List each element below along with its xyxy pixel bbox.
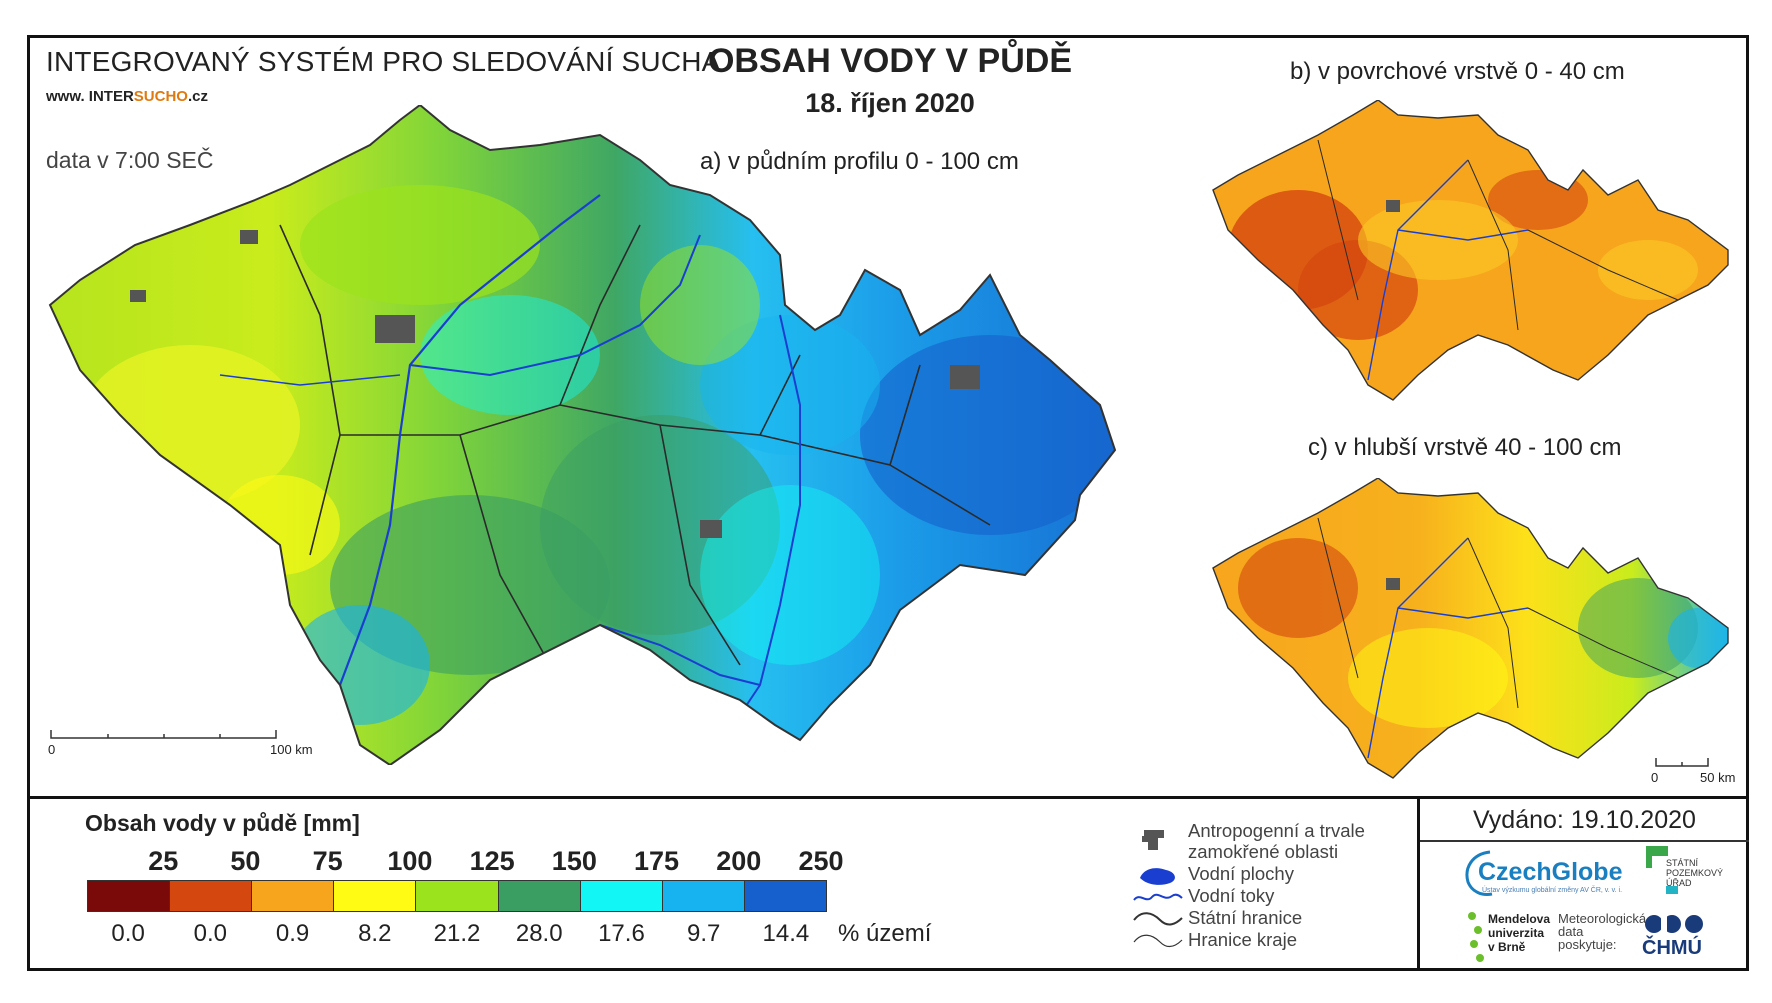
region-border-icon: [1133, 934, 1183, 948]
main-date: 18. říjen 2020: [805, 88, 975, 118]
symbol-rivers-label: Vodní toky: [1188, 885, 1275, 906]
legend-percent-value: 0.0: [111, 920, 145, 947]
system-title: INTEGROVANÝ SYSTÉM PRO SLEDOVÁNÍ SUCHA: [46, 46, 721, 77]
mendel-logo-icon: [1468, 912, 1484, 962]
symbol-state-border-label: Státní hranice: [1188, 907, 1303, 928]
legend-percent-value: 9.7: [686, 920, 721, 947]
logo-czechglobe-subtitle: Ústav výzkumu globální změny AV ČR, v. v…: [1482, 887, 1623, 894]
legend-percent-value: 17.6: [598, 920, 645, 947]
map-c-label: c) v hlubší vrstvě 40 - 100 cm: [1308, 434, 1622, 461]
data-time: data v 7:00 SEČ: [46, 147, 214, 173]
spu-logo-icon: [1646, 846, 1678, 894]
divider-vertical: [1417, 796, 1420, 971]
logo-mendel: Mendelova univerzita v Brně: [1488, 912, 1551, 954]
logo-meteo-note: Meteorologická data poskytuje:: [1558, 911, 1647, 952]
legend-swatch: [498, 881, 581, 911]
legend-swatch: [416, 881, 499, 911]
legend-threshold-label: 125: [469, 846, 515, 876]
chmu-logo-icon: [1645, 912, 1703, 936]
state-border-icon: [1133, 912, 1183, 926]
legend-percent-value: 0.9: [275, 920, 310, 947]
symbol-water-bodies-label: Vodní plochy: [1188, 863, 1294, 884]
symbol-anthropogenic-label-2: zamokřené oblasti: [1188, 841, 1339, 862]
map-a-scale-start: 0: [48, 742, 56, 757]
legend-percent-value: 0.0: [193, 920, 228, 947]
logo-czechglobe: CzechGlobe: [1478, 858, 1623, 886]
map-a-label: a) v půdním profilu 0 - 100 cm: [700, 148, 1019, 175]
map-a-total-profile: [48, 105, 1117, 765]
legend-color-scale: [87, 880, 827, 912]
legend-threshold-label: 200: [716, 846, 762, 876]
map-a-scale-end: 100 km: [270, 742, 313, 757]
legend-title: Obsah vody v půdě [mm]: [85, 810, 360, 836]
river-icon: [1133, 893, 1183, 901]
logo-chmu: ČHMÚ: [1642, 937, 1702, 959]
logo-spu: STÁTNÍ POZEMKOVÝ ÚŘAD: [1666, 858, 1724, 888]
czechglobe-logo-icon: [1465, 850, 1493, 896]
legend-percent-value: 28.0: [515, 920, 563, 947]
map-c-scale-end: 50 km: [1700, 770, 1736, 785]
map-a-scale-bar: [50, 730, 277, 739]
legend-threshold-label: 100: [387, 846, 433, 876]
map-c-scale-start: 0: [1651, 770, 1659, 785]
legend-swatch: [334, 881, 417, 911]
legend-threshold-label: 25: [148, 846, 179, 876]
legend-swatch: [252, 881, 335, 911]
legend-swatch: [580, 881, 663, 911]
legend-swatch: [662, 881, 745, 911]
legend-threshold-label: 75: [312, 846, 343, 876]
anthropogenic-area-icon: [1142, 830, 1164, 850]
legend-percent-value: 14.4: [762, 920, 810, 947]
legend-threshold-label: 50: [230, 846, 261, 876]
water-body-icon: [1140, 868, 1175, 885]
legend-threshold-label: 150: [551, 846, 597, 876]
map-c-deep-layer: [1212, 478, 1729, 779]
legend-threshold-label: 250: [798, 846, 844, 876]
website-link[interactable]: www. INTERSUCHO.cz: [46, 88, 208, 105]
legend-swatch: [88, 881, 171, 911]
issued-date: Vydáno: 19.10.2020: [1473, 806, 1696, 834]
legend-percent-value: 21.2: [433, 920, 481, 947]
legend-swatch: [170, 881, 253, 911]
map-b-label: b) v povrchové vrstvě 0 - 40 cm: [1290, 58, 1625, 85]
symbol-anthropogenic-label-1: Antropogenní a trvale: [1188, 820, 1365, 841]
map-c-scale-bar: [1655, 758, 1709, 767]
symbol-region-border-label: Hranice kraje: [1188, 929, 1297, 950]
main-title: OBSAH VODY V PŮDĚ: [707, 42, 1072, 80]
issued-divider: [1420, 840, 1749, 842]
legend-swatch: [744, 881, 826, 911]
map-b-surface-layer: [1212, 100, 1729, 401]
legend-percent-value: 8.2: [358, 920, 392, 947]
divider-horizontal: [27, 796, 1749, 799]
legend-percent-unit: % území: [838, 920, 932, 947]
legend-threshold-label: 175: [634, 846, 680, 876]
